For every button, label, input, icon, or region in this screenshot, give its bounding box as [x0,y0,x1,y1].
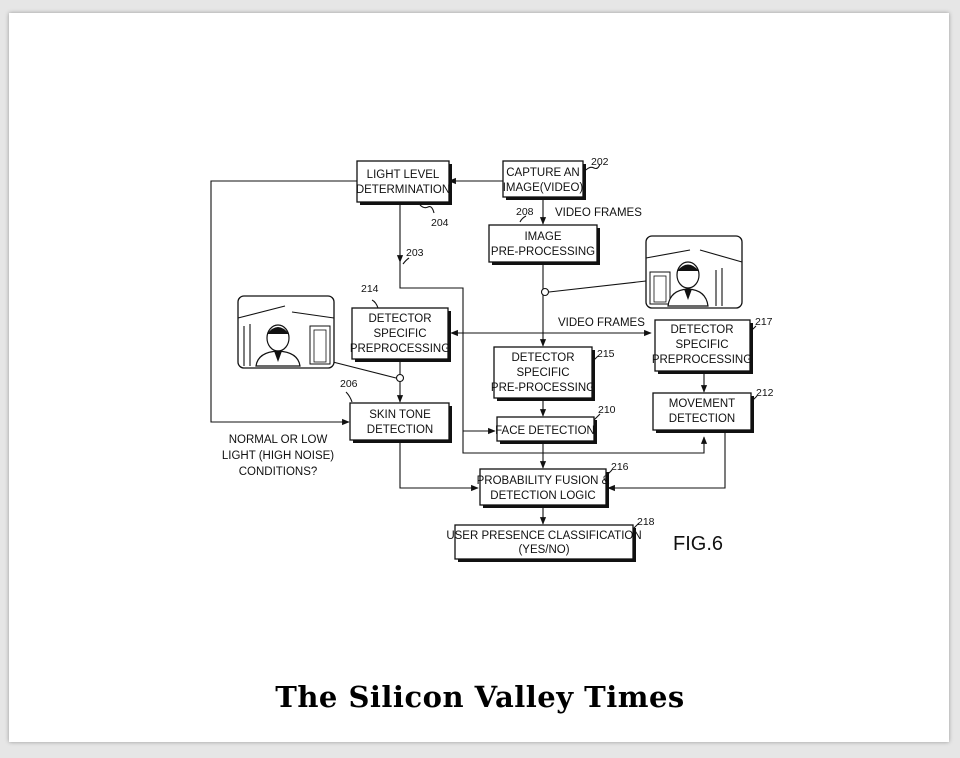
ref-204: 204 [431,217,449,229]
box-detector-217: DETECTOR SPECIFIC PREPROCESSING [652,319,753,374]
box-detector-215: DETECTOR SPECIFIC PRE-PROCESSING [491,346,595,401]
det217-line-2: SPECIFIC [675,339,728,351]
face-detection-label: FACE DETECTION [495,425,595,437]
connectors [210,177,726,525]
box-detector-214: DETECTOR SPECIFIC PREPROCESSING [350,307,451,362]
ref-215: 215 [597,348,615,360]
ref-216: 216 [611,461,629,473]
video-frame-image-top-right [645,235,743,309]
ref-208: 208 [516,206,534,218]
det215-line-3: PRE-PROCESSING [491,382,595,394]
box-fusion: PROBABILITY FUSION & DETECTION LOGIC [477,468,610,508]
box-capture: CAPTURE AN IMAGE(VIDEO) [502,160,586,200]
condition-question: NORMAL OR LOW LIGHT (HIGH NOISE) CONDITI… [222,434,334,478]
condition-line-2: LIGHT (HIGH NOISE) [222,450,334,462]
light-level-line-2: DETERMINATION [356,184,450,196]
box-image-pre: IMAGE PRE-PROCESSING [488,224,600,265]
ref-203: 203 [406,247,424,259]
ref-212: 212 [756,387,774,399]
fusion-line-1: PROBABILITY FUSION & [477,475,610,487]
fusion-line-2: DETECTION LOGIC [490,490,595,502]
skin-tone-line-2: DETECTION [367,424,433,436]
box-face-detection: FACE DETECTION [495,416,597,444]
presence-line-1: USER PRESENCE CLASSIFICATION [446,530,641,542]
capture-line-2: IMAGE(VIDEO) [503,182,584,194]
box-skin-tone: SKIN TONE DETECTION [349,402,452,443]
image-pre-line-1: IMAGE [524,231,561,243]
ref-214: 214 [361,283,379,295]
video-frames-label-mid: VIDEO FRAMES [558,317,645,329]
capture-line-1: CAPTURE AN [506,167,580,179]
masthead-title: The Silicon Valley Times [275,680,685,714]
light-level-line-1: LIGHT LEVEL [367,169,440,181]
det215-line-2: SPECIFIC [516,367,569,379]
ref-206: 206 [340,378,358,390]
det214-line-3: PREPROCESSING [350,343,450,355]
movement-line-1: MOVEMENT [669,398,735,410]
box-movement: MOVEMENT DETECTION [652,392,754,433]
box-light-level: LIGHT LEVEL DETERMINATION [356,160,452,205]
ref-218: 218 [637,516,655,528]
reference-numerals: 202 204 203 208 214 215 217 206 210 212 … [340,156,774,530]
patent-sheet [9,13,949,742]
ref-210: 210 [598,404,616,416]
figure-label: FIG.6 [673,533,723,555]
det215-line-1: DETECTOR [511,352,574,364]
box-presence: USER PRESENCE CLASSIFICATION (YES/NO) [446,524,642,562]
ref-217: 217 [755,316,773,328]
condition-line-3: CONDITIONS? [239,466,318,478]
det214-line-2: SPECIFIC [373,328,426,340]
video-frames-label-top: VIDEO FRAMES [555,207,642,219]
skin-tone-line-1: SKIN TONE [369,409,431,421]
det214-line-1: DETECTOR [368,313,431,325]
image-pre-line-2: PRE-PROCESSING [491,246,595,258]
det217-line-3: PREPROCESSING [652,354,752,366]
ref-202: 202 [591,156,609,168]
condition-line-1: NORMAL OR LOW [229,434,328,446]
movement-line-2: DETECTION [669,413,735,425]
video-frame-image-left [237,295,335,369]
presence-line-2: (YES/NO) [518,544,569,556]
det217-line-1: DETECTOR [670,324,733,336]
